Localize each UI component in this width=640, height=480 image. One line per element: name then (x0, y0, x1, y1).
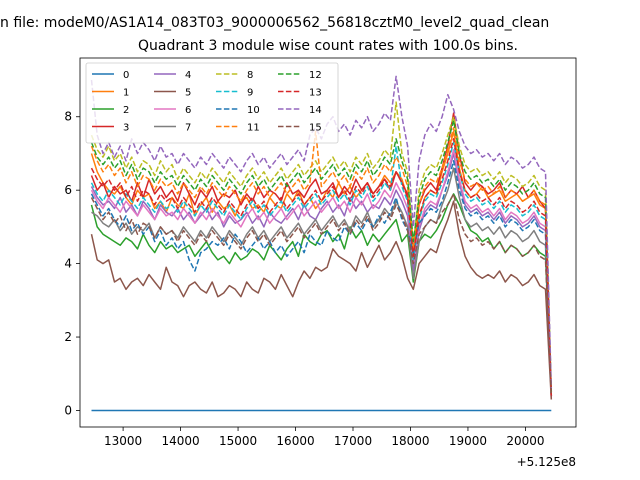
legend-label-14: 14 (309, 105, 322, 116)
legend-label-1: 1 (123, 88, 129, 99)
x-tick-label: 14000 (161, 434, 199, 448)
series-line-4 (90, 152, 553, 396)
series-line-12 (90, 119, 553, 393)
x-tick-label: 20000 (506, 434, 544, 448)
x-tick-label: 15000 (219, 434, 257, 448)
series-line-5 (90, 200, 553, 400)
legend-label-5: 5 (185, 88, 191, 99)
series-line-11 (90, 127, 553, 396)
y-tick-label: 8 (64, 110, 72, 124)
legend-label-7: 7 (185, 123, 191, 134)
legend-label-8: 8 (247, 70, 253, 81)
legend-label-9: 9 (247, 88, 253, 99)
series-line-9 (90, 141, 553, 396)
chart-title: Quadrant 3 module wise count rates with … (138, 38, 518, 54)
axes-frame (79, 57, 577, 428)
series-line-3 (90, 112, 553, 400)
legend-label-3: 3 (123, 123, 129, 134)
series-line-15 (90, 193, 553, 396)
legend-label-15: 15 (309, 123, 322, 134)
legend-label-0: 0 (123, 70, 129, 81)
legend-label-10: 10 (247, 105, 260, 116)
series-line-8 (90, 101, 553, 393)
series-line-13 (90, 138, 553, 396)
x-tick-label: 19000 (449, 434, 487, 448)
y-tick-label: 2 (64, 330, 72, 344)
legend-label-12: 12 (309, 70, 322, 81)
x-axis: 13000 14000 15000 16000 17000 18000 19000 20000 (104, 427, 545, 448)
series-layer (90, 75, 553, 412)
legend-label-4: 4 (185, 70, 191, 81)
x-tick-label: 18000 (391, 434, 429, 448)
y-tick-label: 0 (64, 403, 72, 417)
legend-label-13: 13 (309, 88, 322, 99)
y-tick-label: 6 (64, 183, 72, 197)
series-line-10 (90, 160, 553, 396)
legend-label-6: 6 (185, 105, 191, 116)
y-axis: 0 2 4 6 8 (64, 110, 80, 417)
x-offset-label: +5.125e8 (517, 455, 576, 469)
x-tick-label: 13000 (104, 434, 142, 448)
y-tick-label: 4 (64, 257, 72, 271)
legend-box (85, 62, 339, 144)
figure-suptitle: n file: modeM0/AS1A14_083T03_9000006562_… (0, 15, 549, 31)
x-tick-label: 17000 (334, 434, 372, 448)
legend-label-2: 2 (123, 105, 129, 116)
x-tick-label: 16000 (276, 434, 314, 448)
legend-label-11: 11 (247, 123, 260, 134)
series-line-6 (90, 149, 553, 396)
